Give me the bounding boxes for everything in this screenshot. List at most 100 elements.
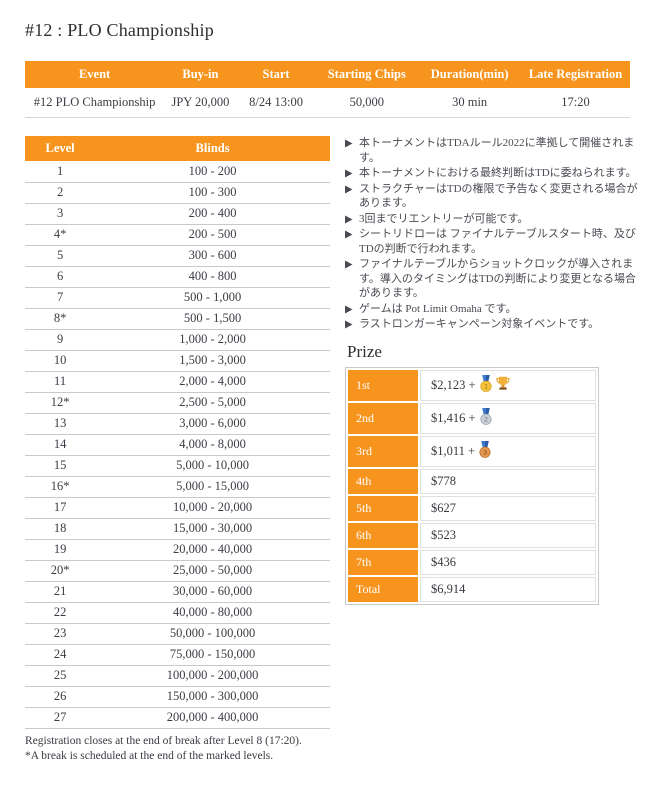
event-table-header-row: Event Buy-in Start Starting Chips Duration(m… xyxy=(25,61,630,88)
level-number: 4* xyxy=(25,224,96,246)
page-title: #12 : PLO Championship xyxy=(25,20,214,40)
level-blinds: 5,000 - 15,000 xyxy=(95,476,330,498)
prize-row: 6th $523 xyxy=(348,522,596,548)
prize-place: Total xyxy=(348,576,418,602)
rule-text: 3回までリエントリーが可能です。 xyxy=(359,212,529,225)
level-row: 24 75,000 - 150,000 xyxy=(25,644,330,666)
level-row: 22 40,000 - 80,000 xyxy=(25,602,330,624)
level-row: 8* 500 - 1,500 xyxy=(25,308,330,330)
level-number: 8* xyxy=(25,308,96,330)
prize-value: $2,123 + 1 xyxy=(420,369,596,401)
level-number: 25 xyxy=(25,665,96,687)
event-cell: #12 PLO Championship xyxy=(25,88,165,118)
level-blinds: 1,000 - 2,000 xyxy=(95,329,330,351)
svg-text:3: 3 xyxy=(483,449,487,456)
trophy-icon xyxy=(495,376,511,395)
level-blinds: 40,000 - 80,000 xyxy=(95,602,330,624)
level-number: 2 xyxy=(25,182,96,204)
info-column: 本トーナメントはTDAルール2022に準拠して開催されます。 本トーナメントにおけ… xyxy=(345,136,640,605)
prize-row: 5th $627 xyxy=(348,495,596,521)
prize-row: Total $6,914 xyxy=(348,576,596,602)
level-row: 14 4,000 - 8,000 xyxy=(25,434,330,456)
level-number: 11 xyxy=(25,371,96,393)
level-blinds: 200 - 500 xyxy=(95,224,330,246)
arrow-bullet-icon xyxy=(345,185,353,194)
gold-medal-icon: 1 xyxy=(479,374,493,396)
prize-row: 7th $436 xyxy=(348,549,596,575)
level-blinds: 100,000 - 200,000 xyxy=(95,665,330,687)
svg-text:2: 2 xyxy=(484,416,488,423)
event-cell: 8/24 13:00 xyxy=(236,88,316,118)
blinds-column: Level Blinds 1 100 - 200 2 100 - 300 3 200 - 4… xyxy=(25,136,330,764)
prize-icons: 3 xyxy=(478,440,492,462)
level-blinds: 15,000 - 30,000 xyxy=(95,518,330,540)
level-row: 3 200 - 400 xyxy=(25,203,330,225)
event-column-header: Start xyxy=(236,61,316,88)
level-blinds: 100 - 300 xyxy=(95,182,330,204)
prize-row: 4th $778 xyxy=(348,468,596,494)
rule-text: 本トーナメントはTDAルール2022に準拠して開催されます。 xyxy=(359,137,635,164)
level-number: 27 xyxy=(25,707,96,729)
rule-text: シートリドローは ファイナルテーブルスタート時、及びTDの判断で行われます。 xyxy=(359,228,636,255)
level-number: 14 xyxy=(25,434,96,456)
event-column-header: Buy-in xyxy=(164,61,237,88)
level-number: 5 xyxy=(25,245,96,267)
rule-item: ゲームは Pot Limit Omaha です。 xyxy=(345,302,640,317)
event-info-table: Event Buy-in Start Starting Chips Duration(m… xyxy=(25,61,630,118)
level-row: 4* 200 - 500 xyxy=(25,224,330,246)
prize-value: $778 xyxy=(420,468,596,494)
rule-item: 3回までリエントリーが可能です。 xyxy=(345,212,640,227)
level-blinds: 30,000 - 60,000 xyxy=(95,581,330,603)
level-blinds: 2,500 - 5,000 xyxy=(95,392,330,414)
arrow-bullet-icon xyxy=(345,139,353,148)
level-row: 18 15,000 - 30,000 xyxy=(25,518,330,540)
level-blinds: 500 - 1,000 xyxy=(95,287,330,309)
prize-icons: 2 xyxy=(479,407,493,429)
prize-place: 3rd xyxy=(348,435,418,467)
prize-amount: $6,914 xyxy=(431,581,466,596)
level-row: 2 100 - 300 xyxy=(25,182,330,204)
rule-item: ラストロンガーキャンペーン対象イベントです。 xyxy=(345,317,640,332)
rule-text: ストラクチャーはTDの権限で予告なく変更される場合があります。 xyxy=(359,182,638,210)
levels-header-row: Level Blinds xyxy=(25,136,330,161)
level-blinds: 500 - 1,500 xyxy=(95,308,330,330)
prize-amount: $1,011 + xyxy=(431,443,476,458)
rule-text: ラストロンガーキャンペーン対象イベントです。 xyxy=(359,318,600,330)
level-number: 24 xyxy=(25,644,96,666)
level-number: 16* xyxy=(25,476,96,498)
arrow-bullet-icon xyxy=(345,260,353,269)
arrow-bullet-icon xyxy=(345,215,353,224)
break-schedule-note: *A break is scheduled at the end of the … xyxy=(25,749,274,762)
level-row: 21 30,000 - 60,000 xyxy=(25,581,330,603)
prize-place: 4th xyxy=(348,468,418,494)
prize-place: 1st xyxy=(348,369,418,401)
level-blinds: 150,000 - 300,000 xyxy=(95,686,330,708)
level-blinds: 4,000 - 8,000 xyxy=(95,434,330,456)
level-row: 12* 2,500 - 5,000 xyxy=(25,392,330,414)
event-column-header: Late Registration xyxy=(521,61,630,88)
level-number: 26 xyxy=(25,686,96,708)
level-number: 1 xyxy=(25,161,96,183)
level-number: 22 xyxy=(25,602,96,624)
arrow-bullet-icon xyxy=(345,305,353,314)
arrow-bullet-icon xyxy=(345,320,353,329)
level-row: 26 150,000 - 300,000 xyxy=(25,686,330,708)
svg-text:1: 1 xyxy=(484,383,488,390)
level-row: 1 100 - 200 xyxy=(25,161,330,183)
event-column-header: Duration(min) xyxy=(418,61,522,88)
level-row: 19 20,000 - 40,000 xyxy=(25,539,330,561)
level-number: 17 xyxy=(25,497,96,519)
level-blinds: 3,000 - 6,000 xyxy=(95,413,330,435)
rule-item: 本トーナメントはTDAルール2022に準拠して開催されます。 xyxy=(345,136,640,165)
level-blinds: 50,000 - 100,000 xyxy=(95,623,330,645)
prize-value: $1,011 + 3 xyxy=(420,435,596,467)
level-number: 13 xyxy=(25,413,96,435)
level-number: 9 xyxy=(25,329,96,351)
level-row: 13 3,000 - 6,000 xyxy=(25,413,330,435)
prize-amount: $1,416 + xyxy=(431,410,476,425)
prize-amount: $2,123 + xyxy=(431,377,476,392)
prize-value: $627 xyxy=(420,495,596,521)
level-row: 16* 5,000 - 15,000 xyxy=(25,476,330,498)
rule-item: ファイナルテーブルからショットクロックが導入されます。導入のタイミングはTDの判… xyxy=(345,257,640,301)
event-column-header: Event xyxy=(25,61,165,88)
